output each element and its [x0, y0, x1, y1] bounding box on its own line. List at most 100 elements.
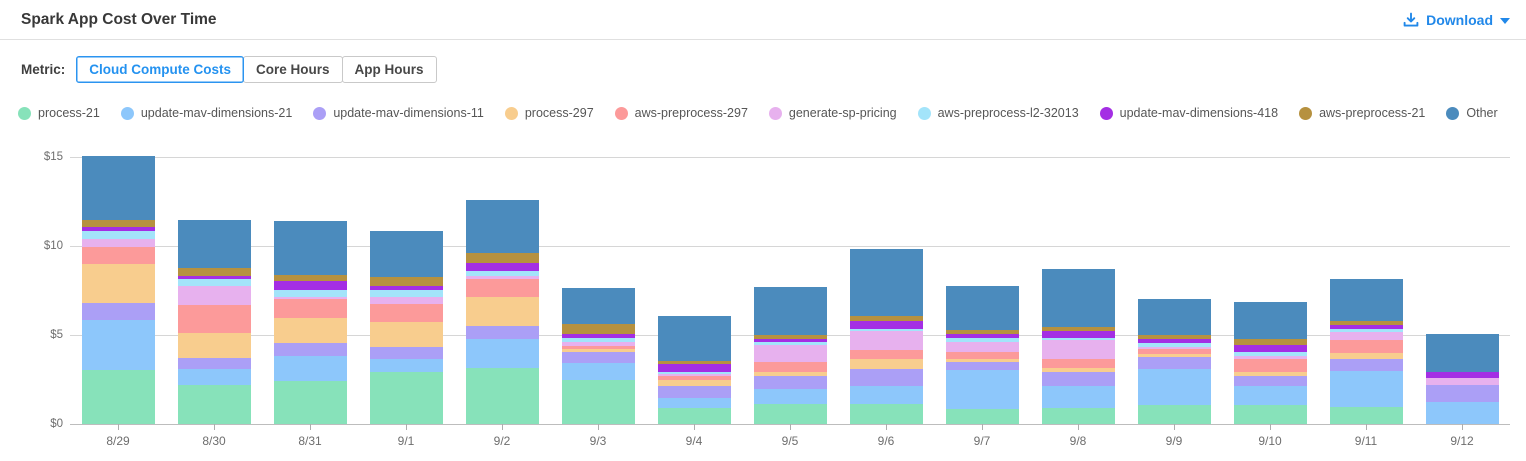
bar-segment-update-mav-dimensions-11[interactable] [657, 385, 731, 399]
bar-segment-process-297[interactable] [561, 348, 635, 352]
legend-item-aws-preprocess-21[interactable]: aws-preprocess-21 [1299, 106, 1425, 120]
bar-segment-process-297[interactable] [657, 379, 731, 386]
bar-segment-aws-preprocess-l2-32013[interactable] [1329, 328, 1403, 333]
bar-segment-process-297[interactable] [465, 297, 539, 326]
bar-segment-process-297[interactable] [177, 332, 251, 359]
bar-segment-aws-preprocess-297[interactable] [753, 361, 827, 372]
bar-segment-other[interactable] [465, 199, 539, 253]
bar-segment-aws-preprocess-l2-32013[interactable] [273, 289, 347, 297]
bar-segment-other[interactable] [369, 230, 443, 278]
bar-segment-process-21[interactable] [1233, 405, 1307, 424]
bar-segment-update-mav-dimensions-418[interactable] [465, 262, 539, 272]
bar-segment-update-mav-dimensions-11[interactable] [369, 346, 443, 360]
bar-segment-update-mav-dimensions-21[interactable] [81, 319, 155, 370]
bar-segment-aws-preprocess-l2-32013[interactable] [1233, 352, 1307, 356]
bar-segment-update-mav-dimensions-21[interactable] [369, 359, 443, 372]
bar-segment-aws-preprocess-297[interactable] [1137, 348, 1211, 355]
bar-segment-generate-sp-pricing[interactable] [1425, 377, 1499, 386]
bar-9/6[interactable] [849, 248, 923, 424]
bar-segment-other[interactable] [753, 287, 827, 336]
bar-segment-generate-sp-pricing[interactable] [849, 331, 923, 350]
bar-segment-update-mav-dimensions-418[interactable] [81, 226, 155, 231]
legend-item-generate-sp-pricing[interactable]: generate-sp-pricing [768, 106, 897, 120]
bar-segment-aws-preprocess-21[interactable] [849, 316, 923, 322]
bar-segment-generate-sp-pricing[interactable] [1233, 355, 1307, 360]
bar-segment-update-mav-dimensions-418[interactable] [1329, 325, 1403, 329]
bar-segment-process-21[interactable] [849, 404, 923, 424]
bar-segment-update-mav-dimensions-21[interactable] [1425, 402, 1499, 424]
bar-segment-aws-preprocess-l2-32013[interactable] [369, 289, 443, 298]
bar-segment-generate-sp-pricing[interactable] [81, 238, 155, 248]
bar-segment-process-21[interactable] [177, 385, 251, 424]
bar-8/29[interactable] [81, 156, 155, 424]
bar-9/2[interactable] [465, 199, 539, 424]
bar-segment-process-21[interactable] [657, 408, 731, 424]
bar-8/31[interactable] [273, 220, 347, 424]
bar-segment-generate-sp-pricing[interactable] [273, 296, 347, 300]
bar-segment-aws-preprocess-l2-32013[interactable] [657, 371, 731, 375]
bar-segment-update-mav-dimensions-418[interactable] [1425, 371, 1499, 378]
bar-segment-update-mav-dimensions-21[interactable] [1137, 369, 1211, 406]
bar-segment-other[interactable] [81, 156, 155, 220]
bar-segment-aws-preprocess-l2-32013[interactable] [1137, 343, 1211, 347]
bar-segment-update-mav-dimensions-11[interactable] [753, 375, 827, 390]
bar-segment-aws-preprocess-297[interactable] [369, 303, 443, 322]
bar-segment-update-mav-dimensions-418[interactable] [657, 363, 731, 372]
bar-segment-aws-preprocess-21[interactable] [753, 335, 827, 340]
bar-segment-aws-preprocess-l2-32013[interactable] [1041, 337, 1115, 341]
bar-segment-process-21[interactable] [465, 368, 539, 424]
bar-segment-other[interactable] [177, 220, 251, 268]
bar-segment-aws-preprocess-l2-32013[interactable] [753, 341, 827, 346]
bar-segment-update-mav-dimensions-11[interactable] [465, 325, 539, 340]
bar-segment-update-mav-dimensions-418[interactable] [561, 333, 635, 338]
bar-segment-aws-preprocess-297[interactable] [81, 247, 155, 265]
legend-item-update-mav-dimensions-11[interactable]: update-mav-dimensions-11 [313, 106, 484, 120]
bar-9/3[interactable] [561, 287, 635, 424]
bar-segment-process-21[interactable] [945, 409, 1019, 424]
bar-segment-update-mav-dimensions-418[interactable] [945, 334, 1019, 338]
bar-segment-update-mav-dimensions-21[interactable] [273, 355, 347, 381]
bar-segment-aws-preprocess-21[interactable] [1233, 339, 1307, 346]
bar-segment-aws-preprocess-21[interactable] [1137, 335, 1211, 340]
bar-segment-update-mav-dimensions-418[interactable] [1041, 331, 1115, 338]
bar-9/1[interactable] [369, 230, 443, 424]
bar-segment-process-297[interactable] [1137, 354, 1211, 357]
bar-segment-update-mav-dimensions-418[interactable] [1233, 345, 1307, 353]
bar-segment-process-21[interactable] [1137, 405, 1211, 424]
bar-segment-aws-preprocess-l2-32013[interactable] [465, 271, 539, 277]
bar-segment-aws-preprocess-l2-32013[interactable] [849, 328, 923, 332]
legend-item-aws-preprocess-297[interactable]: aws-preprocess-297 [614, 106, 748, 120]
bar-segment-process-297[interactable] [1041, 367, 1115, 372]
bar-segment-aws-preprocess-21[interactable] [1329, 321, 1403, 326]
bar-segment-generate-sp-pricing[interactable] [753, 345, 827, 362]
bar-segment-other[interactable] [1425, 333, 1499, 372]
bar-segment-aws-preprocess-21[interactable] [465, 253, 539, 263]
bar-8/30[interactable] [177, 220, 251, 424]
bar-segment-other[interactable] [561, 287, 635, 325]
bar-segment-aws-preprocess-297[interactable] [177, 305, 251, 333]
bar-segment-generate-sp-pricing[interactable] [1137, 346, 1211, 349]
bar-segment-aws-preprocess-l2-32013[interactable] [81, 230, 155, 239]
bar-segment-generate-sp-pricing[interactable] [465, 276, 539, 279]
bar-segment-other[interactable] [1233, 302, 1307, 340]
bar-segment-process-21[interactable] [1329, 407, 1403, 424]
bar-segment-other[interactable] [849, 248, 923, 317]
bar-segment-update-mav-dimensions-21[interactable] [177, 369, 251, 386]
bar-segment-aws-preprocess-21[interactable] [657, 360, 731, 364]
bar-9/11[interactable] [1329, 279, 1403, 424]
bar-segment-process-21[interactable] [273, 380, 347, 424]
bar-segment-process-21[interactable] [369, 371, 443, 424]
bar-segment-other[interactable] [1329, 279, 1403, 322]
bar-segment-update-mav-dimensions-21[interactable] [849, 385, 923, 405]
bar-segment-update-mav-dimensions-418[interactable] [753, 339, 827, 342]
bar-segment-aws-preprocess-297[interactable] [657, 375, 731, 380]
bar-segment-update-mav-dimensions-11[interactable] [561, 351, 635, 363]
bar-segment-generate-sp-pricing[interactable] [1041, 340, 1115, 359]
bar-segment-update-mav-dimensions-11[interactable] [81, 303, 155, 320]
bar-9/9[interactable] [1137, 298, 1211, 424]
bar-9/10[interactable] [1233, 302, 1307, 424]
legend-item-aws-preprocess-l2-32013[interactable]: aws-preprocess-l2-32013 [917, 106, 1079, 120]
bar-9/7[interactable] [945, 286, 1019, 424]
bar-segment-update-mav-dimensions-21[interactable] [1233, 385, 1307, 406]
bar-segment-aws-preprocess-297[interactable] [1041, 358, 1115, 368]
